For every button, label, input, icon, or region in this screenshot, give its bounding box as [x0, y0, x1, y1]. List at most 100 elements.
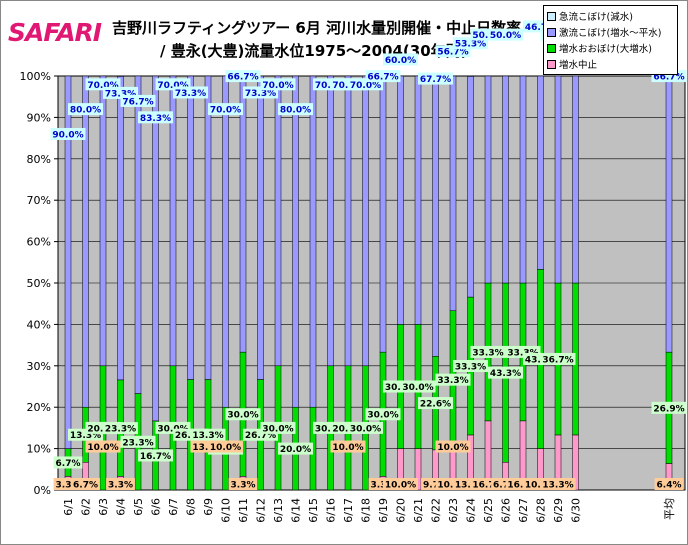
legend-label: 増水おおぼけ(大増水)	[559, 44, 652, 55]
legend-label: 増水中止	[559, 60, 598, 71]
x-tick-label: 6/26	[500, 498, 513, 523]
x-tick-label: 6/7	[167, 498, 180, 516]
y-tick-label: 40%	[27, 318, 51, 331]
x-tick-label: 6/6	[150, 498, 163, 516]
data-label-box	[138, 449, 173, 462]
y-tick-label: 80%	[27, 153, 51, 166]
bar-segment	[64, 75, 72, 449]
data-label-box	[120, 94, 156, 107]
data-label: 80.0%	[70, 106, 101, 116]
data-label: 30.0%	[262, 424, 293, 434]
data-label: 10.0%	[332, 443, 363, 453]
x-tick-label: 6/2	[80, 498, 93, 516]
data-label: 23.3%	[105, 425, 136, 435]
data-label-box	[260, 421, 296, 434]
bar-segment	[554, 75, 562, 284]
data-label: 70.0%	[210, 106, 241, 116]
bar-segment	[169, 75, 177, 367]
data-label: 3.3%	[108, 481, 133, 491]
data-label: 13.3%	[542, 481, 573, 491]
data-label-box	[365, 70, 401, 83]
bar-segment	[665, 75, 673, 353]
bar-segment	[204, 75, 212, 380]
data-label: 16.7%	[140, 452, 171, 462]
data-label: 22.6%	[420, 400, 451, 410]
x-tick-label: 6/13	[272, 498, 285, 523]
data-label: 46.7%	[525, 23, 556, 33]
data-label-box	[260, 78, 296, 91]
data-label: 13.3%	[192, 431, 223, 441]
data-label-box	[208, 440, 243, 453]
legend-item: 増水おおぼけ(大増水)	[547, 40, 677, 56]
data-label-box	[103, 422, 138, 435]
bar-segment	[152, 75, 159, 422]
data-label-box	[488, 28, 523, 41]
x-tick-label: 6/18	[360, 498, 373, 523]
data-label-box	[383, 53, 418, 66]
data-label-box	[540, 352, 576, 365]
data-label: 76.7%	[122, 97, 153, 107]
bar-segment	[362, 75, 369, 367]
x-tick-label: 6/8	[185, 498, 198, 516]
y-tick-label: 0%	[34, 484, 51, 497]
data-label: 13.3%	[70, 431, 101, 441]
bar-segment	[467, 76, 474, 298]
bar-segment	[572, 75, 579, 284]
data-label: 26.9%	[653, 404, 684, 414]
data-label-box	[470, 345, 506, 358]
x-tick-label: 6/29	[552, 498, 565, 523]
legend-swatch	[547, 27, 556, 37]
data-label-box	[348, 421, 383, 434]
data-label-box	[208, 103, 243, 116]
data-label: 3.3%	[56, 481, 81, 491]
data-label: 16.7%	[472, 481, 503, 491]
bar-segment	[379, 75, 387, 353]
x-tick-label: 6/21	[412, 498, 425, 523]
data-label: 33.3%	[437, 376, 468, 386]
legend-swatch	[547, 11, 556, 21]
y-tick-label: 70%	[27, 194, 51, 207]
data-label: 36.7%	[542, 355, 573, 365]
data-label: 73.3%	[175, 89, 206, 99]
y-tick-label: 60%	[27, 236, 51, 249]
data-label: 67.7%	[420, 75, 451, 85]
data-label-box	[71, 478, 100, 490]
data-label: 66.7%	[367, 73, 398, 83]
data-label: 26.7%	[245, 431, 276, 441]
x-tick-label: 6/23	[447, 498, 460, 523]
x-tick-label: 平均	[663, 498, 676, 520]
data-label-box	[488, 366, 523, 379]
data-label: 70.0%	[157, 81, 188, 91]
chart-title-line1: 吉野川ラフティングツアー 6月 河川水量別開催・中止日数率	[112, 19, 522, 37]
data-label-box	[654, 478, 684, 490]
x-tick-label: 6/1	[62, 498, 75, 516]
data-label: 10.0%	[437, 443, 468, 453]
x-tick-label: 6/11	[237, 498, 250, 523]
data-label: 33.3%	[455, 363, 486, 373]
data-label: 53.3%	[455, 40, 486, 50]
data-label-box	[400, 380, 436, 393]
data-label-box	[225, 408, 261, 421]
data-label: 30.0%	[402, 383, 433, 393]
data-label-box	[278, 103, 313, 116]
data-label: 30.0%	[367, 411, 398, 421]
x-tick-label: 6/25	[482, 498, 495, 523]
data-label: 10.0%	[87, 443, 118, 453]
legend-label: 急流こぼけ(減水)	[559, 12, 633, 23]
data-label-box	[435, 440, 471, 453]
data-label-box	[365, 408, 401, 421]
x-tick-label: 6/24	[465, 498, 478, 523]
data-label-box	[383, 478, 418, 490]
y-tick-label: 90%	[27, 111, 51, 124]
x-tick-label: 6/14	[290, 498, 303, 523]
data-label-box	[228, 478, 258, 490]
bar-segment	[327, 75, 334, 367]
legend-item: 急流こぼけ(減水)	[547, 8, 677, 24]
x-tick-label: 6/28	[535, 498, 548, 523]
y-tick-label: 30%	[27, 360, 51, 373]
data-label: 70.0%	[87, 81, 118, 91]
data-label: 90.0%	[52, 130, 83, 140]
data-label-box	[418, 397, 453, 410]
data-label-box	[106, 478, 135, 490]
